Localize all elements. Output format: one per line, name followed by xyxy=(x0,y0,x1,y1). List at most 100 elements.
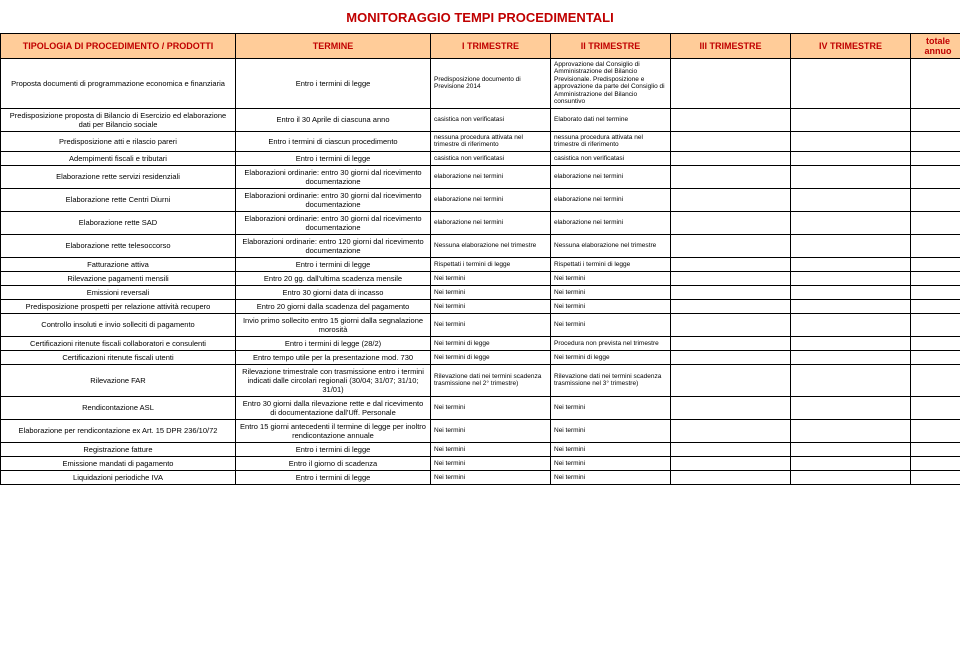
table-row: Elaborazione rette servizi residenzialiE… xyxy=(1,165,960,188)
table-row: Predisposizione atti e rilascio pareriEn… xyxy=(1,131,960,151)
cell-q4 xyxy=(791,350,911,364)
col-header-q1: I TRIMESTRE xyxy=(431,34,551,59)
cell-termine: Entro 20 gg. dall'ultima scadenza mensil… xyxy=(236,271,431,285)
cell-q4 xyxy=(791,234,911,257)
cell-tipologia: Fatturazione attiva xyxy=(1,257,236,271)
cell-q1: elaborazione nei termini xyxy=(431,188,551,211)
cell-tipologia: Predisposizione atti e rilascio pareri xyxy=(1,131,236,151)
cell-totale xyxy=(911,396,960,419)
cell-q1: Nei termini di legge xyxy=(431,350,551,364)
table-row: Proposta documenti di programmazione eco… xyxy=(1,59,960,109)
col-header-q2: II TRIMESTRE xyxy=(551,34,671,59)
cell-tipologia: Elaborazione rette servizi residenziali xyxy=(1,165,236,188)
cell-q1: casistica non verificatasi xyxy=(431,151,551,165)
cell-q3 xyxy=(671,396,791,419)
cell-tipologia: Emissioni reversali xyxy=(1,285,236,299)
cell-q3 xyxy=(671,336,791,350)
cell-q1: Rispettati i termini di legge xyxy=(431,257,551,271)
cell-q1: Nei termini xyxy=(431,271,551,285)
cell-termine: Entro i termini di ciascun procedimento xyxy=(236,131,431,151)
cell-q4 xyxy=(791,131,911,151)
cell-q4 xyxy=(791,442,911,456)
cell-termine: Entro 15 giorni antecedenti il termine d… xyxy=(236,419,431,442)
page-title: MONITORAGGIO TEMPI PROCEDIMENTALI xyxy=(0,0,960,33)
cell-q4 xyxy=(791,165,911,188)
cell-q2: Procedura non prevista nel trimestre xyxy=(551,336,671,350)
cell-q2: Approvazione dal Consiglio di Amministra… xyxy=(551,59,671,109)
cell-q1: Nei termini xyxy=(431,313,551,336)
cell-termine: Elaborazioni ordinarie: entro 30 giorni … xyxy=(236,188,431,211)
table-row: Fatturazione attivaEntro i termini di le… xyxy=(1,257,960,271)
cell-totale xyxy=(911,271,960,285)
table-row: Predisposizione prospetti per relazione … xyxy=(1,299,960,313)
col-header-totale: totale annuo xyxy=(911,34,960,59)
cell-termine: Entro 30 giorni dalla rilevazione rette … xyxy=(236,396,431,419)
cell-termine: Elaborazioni ordinarie: entro 30 giorni … xyxy=(236,165,431,188)
cell-q1: Nei termini xyxy=(431,299,551,313)
cell-q3 xyxy=(671,350,791,364)
table-row: Certificazioni ritenute fiscali collabor… xyxy=(1,336,960,350)
cell-tipologia: Controllo insoluti e invio solleciti di … xyxy=(1,313,236,336)
table-row: Certificazioni ritenute fiscali utentiEn… xyxy=(1,350,960,364)
cell-q3 xyxy=(671,165,791,188)
cell-tipologia: Rilevazione FAR xyxy=(1,364,236,396)
cell-termine: Rilevazione trimestrale con trasmissione… xyxy=(236,364,431,396)
cell-q4 xyxy=(791,313,911,336)
cell-q3 xyxy=(671,470,791,484)
cell-q1: elaborazione nei termini xyxy=(431,165,551,188)
cell-q3 xyxy=(671,299,791,313)
table-row: Predisposizione proposta di Bilancio di … xyxy=(1,108,960,131)
cell-q4 xyxy=(791,336,911,350)
cell-q3 xyxy=(671,151,791,165)
table-row: Emissione mandati di pagamentoEntro il g… xyxy=(1,456,960,470)
cell-totale xyxy=(911,456,960,470)
cell-q2: Nei termini xyxy=(551,313,671,336)
cell-q2: Elaborato dati nel termine xyxy=(551,108,671,131)
cell-termine: Elaborazioni ordinarie: entro 120 giorni… xyxy=(236,234,431,257)
cell-totale xyxy=(911,234,960,257)
cell-termine: Entro il giorno di scadenza xyxy=(236,456,431,470)
cell-termine: Entro il 30 Aprile di ciascuna anno xyxy=(236,108,431,131)
cell-q2: Rispettati i termini di legge xyxy=(551,257,671,271)
cell-tipologia: Certificazioni ritenute fiscali utenti xyxy=(1,350,236,364)
cell-totale xyxy=(911,313,960,336)
cell-q1: nessuna procedura attivata nel trimestre… xyxy=(431,131,551,151)
cell-q1: Nei termini xyxy=(431,442,551,456)
procedure-table: TIPOLOGIA DI PROCEDIMENTO / PRODOTTI TER… xyxy=(0,33,960,485)
cell-q1: Rilevazione dati nei termini scadenza tr… xyxy=(431,364,551,396)
cell-q1: Nei termini di legge xyxy=(431,336,551,350)
cell-totale xyxy=(911,470,960,484)
table-row: Elaborazione per rendicontazione ex Art.… xyxy=(1,419,960,442)
table-row: Registrazione fattureEntro i termini di … xyxy=(1,442,960,456)
cell-tipologia: Elaborazione rette Centri Diurni xyxy=(1,188,236,211)
cell-q1: Predisposizione documento di Previsione … xyxy=(431,59,551,109)
cell-totale xyxy=(911,165,960,188)
cell-totale xyxy=(911,336,960,350)
cell-totale xyxy=(911,211,960,234)
cell-q3 xyxy=(671,419,791,442)
cell-q1: Nessuna elaborazione nel trimestre xyxy=(431,234,551,257)
table-row: Elaborazione rette Centri DiurniElaboraz… xyxy=(1,188,960,211)
cell-termine: Entro i termini di legge xyxy=(236,257,431,271)
table-row: Rilevazione pagamenti mensiliEntro 20 gg… xyxy=(1,271,960,285)
cell-q1: Nei termini xyxy=(431,419,551,442)
cell-q4 xyxy=(791,108,911,131)
cell-q3 xyxy=(671,257,791,271)
cell-q2: Nei termini xyxy=(551,285,671,299)
cell-q3 xyxy=(671,108,791,131)
cell-q2: elaborazione nei termini xyxy=(551,188,671,211)
cell-tipologia: Predisposizione proposta di Bilancio di … xyxy=(1,108,236,131)
cell-q3 xyxy=(671,59,791,109)
cell-q4 xyxy=(791,271,911,285)
cell-q2: elaborazione nei termini xyxy=(551,165,671,188)
cell-q3 xyxy=(671,188,791,211)
cell-termine: Elaborazioni ordinarie: entro 30 giorni … xyxy=(236,211,431,234)
col-header-q4: IV TRIMESTRE xyxy=(791,34,911,59)
cell-q2: Nei termini xyxy=(551,470,671,484)
cell-termine: Entro tempo utile per la presentazione m… xyxy=(236,350,431,364)
cell-totale xyxy=(911,285,960,299)
table-row: Elaborazione rette SADElaborazioni ordin… xyxy=(1,211,960,234)
cell-q2: casistica non verificatasi xyxy=(551,151,671,165)
table-row: Rilevazione FARRilevazione trimestrale c… xyxy=(1,364,960,396)
cell-q4 xyxy=(791,257,911,271)
